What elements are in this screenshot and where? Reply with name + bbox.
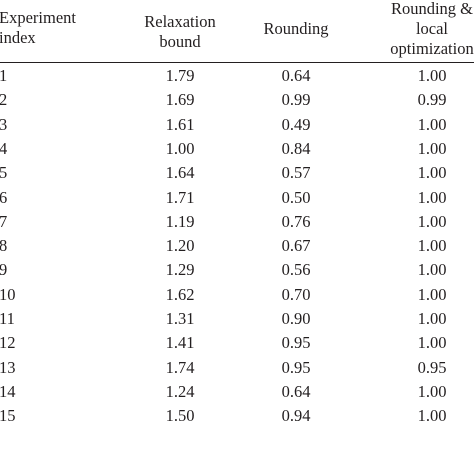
cell-rounding: 0.64	[281, 381, 311, 401]
header-line: optimization	[390, 39, 474, 58]
cell-experiment-index: 1	[0, 66, 8, 85]
cell-experiment-index: 15	[0, 406, 16, 426]
table-row: 7 1.19 0.76 1.00	[0, 210, 474, 234]
cell-rounding: 0.50	[281, 187, 311, 207]
cell-rounding-local-optimization: 1.00	[417, 163, 447, 183]
cell-rounding: 0.76	[281, 211, 311, 231]
table-row: 15 1.50 0.94 1.00	[0, 404, 474, 428]
header-line: Experiment	[0, 8, 76, 27]
table-row: 2 1.69 0.99 0.99	[0, 88, 474, 112]
table-row: 6 1.71 0.50 1.00	[0, 186, 474, 210]
header-rounding: Rounding	[246, 19, 346, 39]
cell-rounding-local-optimization: 1.00	[417, 211, 447, 231]
cell-rounding-local-optimization: 1.00	[417, 333, 447, 353]
table-row: 11 1.31 0.90 1.00	[0, 307, 474, 331]
table-row: 5 1.64 0.57 1.00	[0, 161, 474, 185]
cell-experiment-index: 5	[0, 163, 8, 183]
cell-rounding: 0.49	[281, 114, 311, 134]
header-relaxation-bound: Relaxation bound	[128, 12, 232, 52]
cell-rounding-local-optimization: 1.00	[417, 260, 447, 280]
cell-rounding-local-optimization: 1.00	[417, 309, 447, 328]
header-line: Rounding	[263, 19, 329, 38]
cell-experiment-index: 9	[0, 260, 8, 280]
cell-experiment-index: 14	[0, 381, 16, 401]
cell-rounding-local-optimization: 0.95	[417, 357, 447, 377]
cell-relaxation-bound: 1.74	[165, 357, 195, 377]
cell-relaxation-bound: 1.20	[165, 236, 195, 256]
cell-relaxation-bound: 1.69	[165, 90, 195, 110]
cell-experiment-index: 13	[0, 357, 16, 377]
table-row: 14 1.24 0.64 1.00	[0, 380, 474, 404]
header-divider	[0, 62, 474, 63]
cell-rounding: 0.56	[281, 260, 311, 280]
cell-rounding: 0.94	[281, 406, 311, 426]
table-row: 13 1.74 0.95 0.95	[0, 356, 474, 380]
cell-experiment-index: 7	[0, 211, 8, 231]
table-row: 3 1.61 0.49 1.00	[0, 113, 474, 137]
cell-rounding: 0.57	[281, 163, 311, 183]
table-row: 1 1.79 0.64 1.00	[0, 64, 474, 88]
cell-rounding: 0.64	[281, 66, 311, 85]
cell-rounding-local-optimization: 1.00	[417, 381, 447, 401]
cell-rounding-local-optimization: 1.00	[417, 187, 447, 207]
cell-rounding-local-optimization: 1.00	[417, 138, 447, 158]
cell-relaxation-bound: 1.19	[165, 211, 195, 231]
cell-relaxation-bound: 1.50	[165, 406, 195, 426]
table-row: 8 1.20 0.67 1.00	[0, 234, 474, 258]
cell-relaxation-bound: 1.24	[165, 381, 195, 401]
table-row: 10 1.62 0.70 1.00	[0, 283, 474, 307]
cell-rounding: 0.84	[281, 138, 311, 158]
cell-relaxation-bound: 1.79	[165, 66, 195, 85]
cell-experiment-index: 3	[0, 114, 8, 134]
cell-relaxation-bound: 1.61	[165, 114, 195, 134]
cell-experiment-index: 2	[0, 90, 8, 110]
cell-rounding-local-optimization: 1.00	[417, 284, 447, 304]
header-line: local	[415, 19, 449, 38]
cell-experiment-index: 8	[0, 236, 8, 256]
cell-experiment-index: 6	[0, 187, 8, 207]
header-line: Relaxation	[144, 12, 216, 31]
table-header: Experiment index Relaxation bound Roundi…	[0, 0, 474, 62]
cell-experiment-index: 4	[0, 138, 8, 158]
cell-rounding-local-optimization: 0.99	[417, 90, 447, 110]
cell-rounding-local-optimization: 1.00	[417, 236, 447, 256]
cell-relaxation-bound: 1.71	[165, 187, 195, 207]
header-line: bound	[159, 32, 201, 51]
cell-rounding: 0.90	[281, 309, 311, 328]
cell-rounding: 0.99	[281, 90, 311, 110]
header-line: Rounding &	[390, 0, 474, 18]
cell-rounding-local-optimization: 1.00	[417, 66, 447, 85]
cell-experiment-index: 10	[0, 284, 16, 304]
cell-rounding: 0.95	[281, 357, 311, 377]
table-row: 9 1.29 0.56 1.00	[0, 258, 474, 282]
cell-rounding-local-optimization: 1.00	[417, 406, 447, 426]
cell-relaxation-bound: 1.64	[165, 163, 195, 183]
header-rounding-local-optimization: Rounding & local optimization	[374, 0, 474, 59]
header-line: index	[0, 28, 36, 47]
cell-experiment-index: 12	[0, 333, 16, 353]
cell-experiment-index: 11	[0, 309, 15, 328]
table-row: 4 1.00 0.84 1.00	[0, 137, 474, 161]
cell-rounding: 0.67	[281, 236, 311, 256]
cell-relaxation-bound: 1.29	[165, 260, 195, 280]
cell-relaxation-bound: 1.31	[165, 309, 195, 328]
cell-rounding: 0.95	[281, 333, 311, 353]
cell-relaxation-bound: 1.00	[165, 138, 195, 158]
cell-relaxation-bound: 1.41	[165, 333, 195, 353]
cell-relaxation-bound: 1.62	[165, 284, 195, 304]
header-experiment-index: Experiment index	[0, 8, 76, 48]
cell-rounding-local-optimization: 1.00	[417, 114, 447, 134]
cell-rounding: 0.70	[281, 284, 311, 304]
table-row: 12 1.41 0.95 1.00	[0, 331, 474, 355]
